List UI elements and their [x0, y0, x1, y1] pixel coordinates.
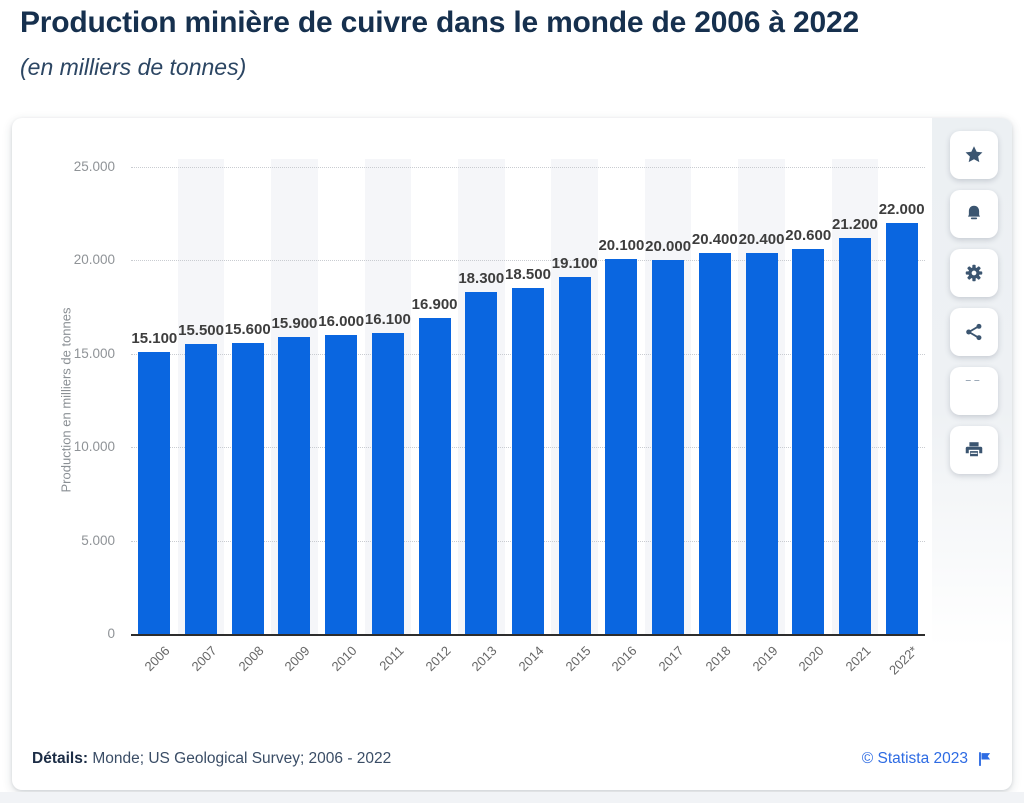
bar[interactable] — [371, 333, 404, 634]
x-axis-line — [131, 634, 925, 636]
bar-value-label: 15.500 — [178, 322, 224, 340]
page-title: Production minière de cuivre dans le mon… — [20, 6, 859, 39]
y-tick-label: 25.000 — [73, 159, 115, 174]
bar[interactable] — [512, 288, 544, 634]
bar-value-label: 18.500 — [505, 266, 551, 284]
bar-value-label: 16.000 — [318, 313, 365, 331]
y-tick-label: 20.000 — [73, 252, 115, 268]
gridline — [131, 260, 925, 262]
bar-value-label: 20.600 — [785, 227, 832, 245]
action-sidebar: “ — [950, 131, 998, 474]
bar-value-label: 21.200 — [831, 215, 878, 233]
gear-icon — [965, 264, 983, 282]
bar[interactable] — [558, 277, 591, 634]
bar[interactable] — [698, 252, 731, 634]
share-button[interactable] — [950, 308, 998, 356]
quote-icon: “ — [963, 380, 985, 402]
bar-value-label: 20.000 — [645, 238, 692, 256]
share-icon — [966, 323, 982, 341]
cite-button[interactable]: “ — [950, 367, 998, 415]
bar[interactable] — [138, 351, 171, 634]
statista-copyright-link[interactable]: © Statista 2023 — [862, 750, 992, 768]
star-icon — [965, 146, 983, 163]
notification-button[interactable] — [950, 190, 998, 238]
chart-card: Production en milliers de tonnes 0 5.000 1… — [12, 118, 1012, 790]
favorite-button[interactable] — [950, 131, 998, 179]
bar-value-label: 15.900 — [271, 315, 318, 332]
bar[interactable] — [465, 292, 498, 634]
flag-icon — [979, 751, 991, 767]
printer-icon — [965, 442, 983, 458]
page-header: Production minière de cuivre dans le mon… — [20, 6, 1010, 81]
bar[interactable] — [325, 335, 358, 634]
bar[interactable] — [278, 337, 311, 634]
settings-button[interactable] — [950, 249, 998, 297]
bar[interactable] — [838, 237, 871, 634]
bar-value-label: 16.900 — [411, 296, 458, 314]
bar[interactable] — [418, 318, 451, 634]
bell-icon — [967, 205, 981, 220]
bar-value-label: 18.300 — [458, 270, 505, 288]
bar-value-label: 20.400 — [691, 230, 738, 248]
bar-value-label: 20.100 — [598, 236, 645, 254]
print-button[interactable] — [950, 426, 998, 474]
bar[interactable] — [885, 223, 918, 634]
bar-value-label: 22.000 — [878, 201, 925, 219]
y-axis: 0 5.000 10.000 15.000 20.000 25.000 — [12, 159, 119, 641]
bar[interactable] — [231, 342, 264, 634]
y-tick-label: 0 — [107, 626, 115, 641]
bar-value-label: 20.400 — [738, 230, 785, 248]
bar-value-label: 15.100 — [131, 329, 178, 347]
bar-value-label: 15.600 — [224, 320, 271, 338]
details-label: Détails: — [32, 750, 88, 767]
page-background-strip — [0, 792, 1024, 803]
page-subtitle: (en milliers de tonnes) — [20, 54, 247, 80]
bar[interactable] — [185, 344, 218, 634]
plot-area: 15.100 2006 15.500 2007 15.600 2008 15.900 2009… — [131, 159, 925, 678]
bar[interactable] — [652, 260, 685, 634]
bar-value-label: 16.100 — [364, 311, 411, 329]
details-text: Détails: Monde; US Geological Survey; 20… — [32, 750, 392, 767]
y-tick-label: 5.000 — [81, 532, 115, 548]
bar-value-label: 19.100 — [551, 255, 598, 273]
y-tick-label: 15.000 — [73, 345, 115, 361]
bar[interactable] — [745, 252, 778, 634]
y-tick-label: 10.000 — [73, 439, 115, 455]
card-footer: Détails: Monde; US Geological Survey; 20… — [32, 750, 992, 768]
bar[interactable] — [605, 258, 638, 634]
bar[interactable] — [792, 249, 825, 634]
gridline — [131, 167, 925, 168]
